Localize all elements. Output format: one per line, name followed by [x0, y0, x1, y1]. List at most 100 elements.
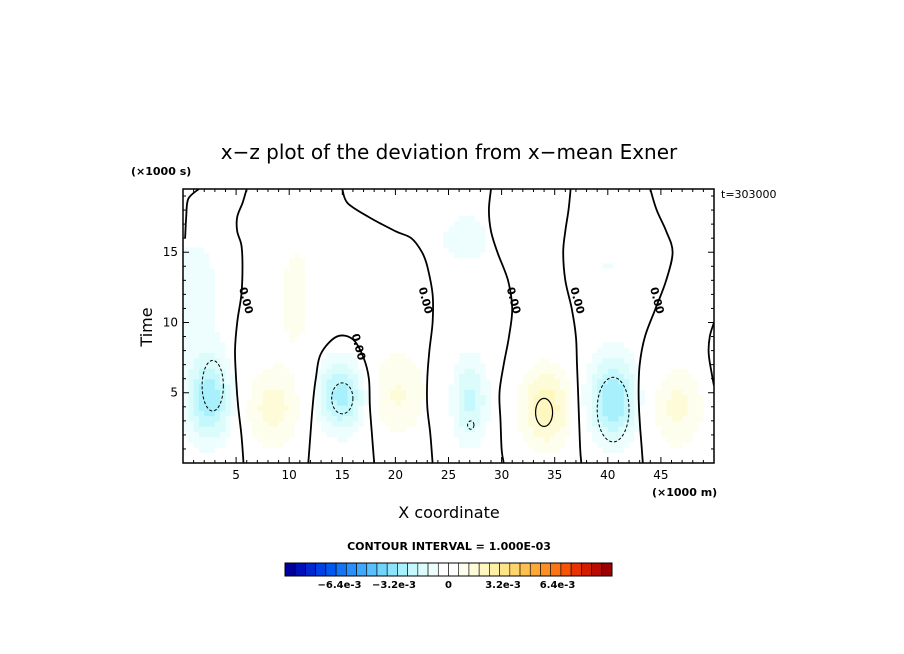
field-cell: [570, 241, 577, 248]
field-cell: [305, 357, 312, 364]
field-cell: [660, 362, 667, 369]
field-cell: [363, 220, 370, 227]
field-cell: [331, 210, 338, 216]
field-cell: [490, 336, 497, 343]
field-cell: [379, 389, 386, 396]
field-cell: [506, 341, 513, 348]
field-cell: [230, 426, 237, 432]
field-cell: [220, 341, 227, 348]
field-cell: [214, 210, 221, 216]
field-cell: [193, 236, 200, 243]
field-cell: [544, 352, 550, 359]
field-cell: [634, 215, 641, 222]
field-cell: [427, 320, 434, 327]
field-cell: [358, 194, 365, 201]
field-cell: [230, 373, 237, 380]
field-cell: [607, 304, 614, 311]
field-cell: [400, 336, 407, 343]
field-cell: [315, 347, 322, 353]
field-cell: [310, 405, 317, 411]
field-cell: [406, 341, 412, 348]
field-cell: [544, 378, 550, 385]
field-cell: [469, 405, 476, 411]
field-cell: [214, 273, 221, 280]
field-cell: [538, 441, 545, 448]
field-cell: [395, 278, 402, 285]
field-cell: [416, 220, 423, 227]
field-cell: [267, 341, 274, 348]
field-cell: [575, 294, 582, 301]
field-cell: [485, 189, 492, 195]
field-cell: [299, 315, 306, 322]
field-cell: [623, 273, 630, 280]
field-cell: [432, 257, 439, 264]
field-cell: [629, 415, 635, 422]
field-cell: [496, 420, 503, 427]
field-cell: [644, 405, 651, 411]
field-cell: [225, 426, 232, 432]
field-cell: [517, 426, 524, 432]
field-cell: [427, 262, 434, 269]
field-cell: [193, 299, 200, 306]
field-cell: [225, 352, 232, 359]
field-cell: [655, 452, 662, 459]
field-cell: [565, 405, 572, 411]
field-cell: [278, 199, 285, 206]
field-cell: [432, 315, 439, 322]
field-cell: [581, 278, 588, 285]
field-cell: [639, 394, 646, 401]
field-cell: [660, 326, 667, 332]
field-cell: [671, 452, 678, 459]
field-cell: [225, 241, 232, 248]
field-cell: [236, 252, 243, 259]
field-cell: [480, 357, 487, 364]
field-cell: [560, 268, 566, 274]
field-cell: [294, 268, 301, 274]
field-cell: [485, 431, 492, 438]
field-cell: [220, 210, 227, 216]
field-cell: [623, 436, 630, 443]
field-cell: [416, 426, 423, 432]
chart-title: x−z plot of the deviation from x−mean Ex…: [221, 140, 678, 164]
field-cell: [427, 415, 434, 422]
field-cell: [368, 294, 375, 301]
field-cell: [597, 236, 604, 243]
field-cell: [485, 389, 492, 396]
field-cell: [660, 426, 667, 432]
field-cell: [597, 257, 604, 264]
field-cell: [305, 431, 312, 438]
field-cell: [629, 368, 635, 375]
field-cell: [421, 452, 428, 459]
field-cell: [262, 457, 269, 463]
field-cell: [198, 399, 205, 406]
field-cell: [411, 283, 418, 290]
field-cell: [459, 341, 466, 348]
field-cell: [485, 415, 492, 422]
field-cell: [294, 215, 301, 222]
field-cell: [246, 299, 253, 306]
field-cell: [544, 383, 550, 390]
field-cell: [485, 220, 492, 227]
field-cell: [453, 399, 460, 406]
field-cell: [209, 257, 216, 264]
field-cell: [204, 210, 211, 216]
field-cell: [607, 394, 614, 401]
field-cell: [347, 447, 354, 454]
field-cell: [639, 231, 646, 238]
field-cell: [257, 220, 264, 227]
field-cell: [655, 241, 662, 248]
field-cell: [220, 278, 227, 285]
field-cell: [374, 447, 381, 454]
field-cell: [331, 315, 338, 322]
field-cell: [687, 368, 694, 375]
field-cell: [570, 352, 577, 359]
field-cell: [644, 410, 651, 417]
field-cell: [490, 283, 497, 290]
field-cell: [490, 405, 497, 411]
field-cell: [400, 310, 407, 317]
field-cell: [443, 225, 450, 232]
field-cell: [437, 389, 444, 396]
field-cell: [549, 278, 556, 285]
field-cell: [464, 289, 471, 295]
